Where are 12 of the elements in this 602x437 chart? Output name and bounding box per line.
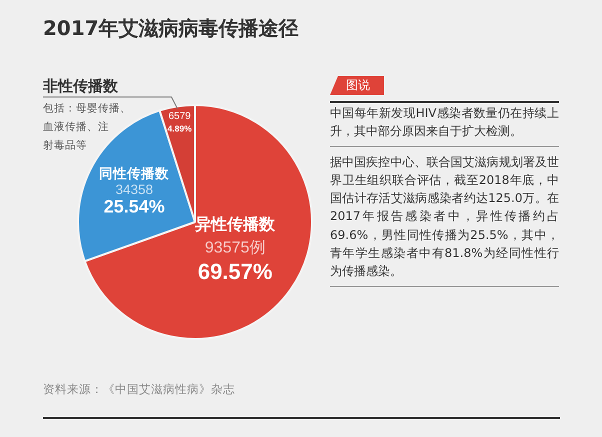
data-label: 34358 25.54% (104, 182, 165, 216)
text: 包括：母婴传播、血液传播、注射毒品等 (43, 102, 131, 152)
slice-label: 同性传播数 (99, 166, 170, 182)
slice-label: 非性传播数 (42, 77, 119, 95)
text: 资料来源：《中国艾滋病性病》杂志 (43, 382, 235, 397)
label-tab: 图说 (330, 76, 384, 95)
chart-title: 2017年艾滋病病毒传播途径 (43, 15, 299, 42)
text: 据中国疾控中心、联合国艾滋病规划署及世界卫生组织联合评估，截至2018年底，中国估计存活艾滋病感染者约达125.0万。在2017年报告感染者中，异性传播约占69.6%，男性同性传播为25.5%，其中，青年学生感染者中有81.8%为经同性性行为传播感染。 (330, 146, 559, 287)
data-label: 6579 4.89% (168, 110, 192, 134)
text: 中国每年新发现HIV感染者数量仍在持续上升，其中部分原因来自于扩大检测。 (330, 103, 559, 147)
data-label: 93575例 69.57% (198, 239, 272, 284)
slice-label: 异性传播数 (194, 214, 276, 234)
